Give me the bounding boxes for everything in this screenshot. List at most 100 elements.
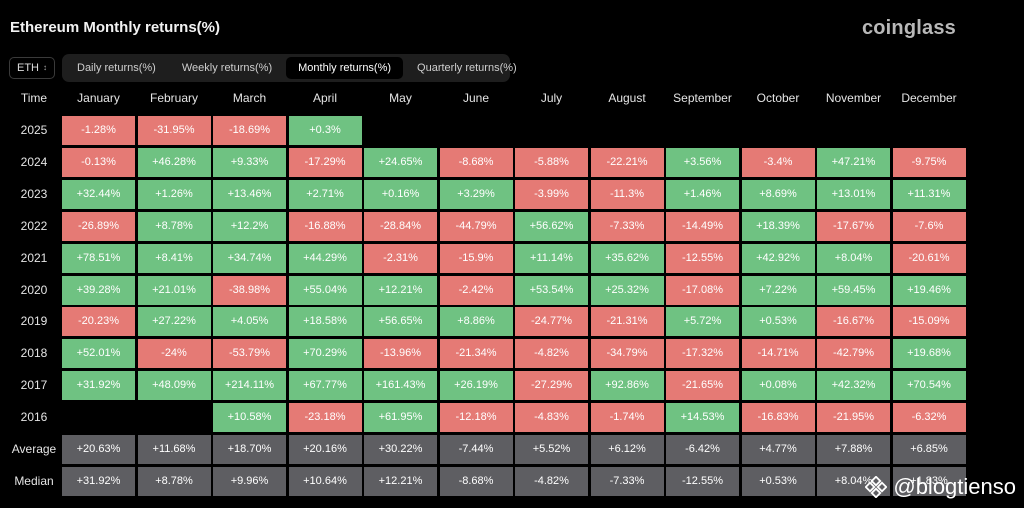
return-cell: +20.63% (62, 435, 135, 464)
header-month: August (608, 91, 646, 105)
row-label: 2022 (20, 218, 48, 233)
return-cell: +18.70% (213, 435, 286, 464)
tab-daily-returns[interactable]: Daily returns(%) (77, 62, 156, 74)
return-cell: +9.96% (213, 466, 286, 496)
chevron-updown-icon: ↕ (43, 63, 47, 72)
return-cell: -38.98% (213, 275, 286, 305)
empty-cell (893, 116, 966, 145)
return-cell: +10.64% (288, 466, 362, 496)
return-cell: +12.2% (213, 211, 286, 241)
return-cell: -2.31% (364, 243, 437, 273)
tab-monthly-returns[interactable]: Monthly returns(%) (286, 57, 404, 79)
year-row: 2018 +52.01% -24% -53.79% +70.29% -13.96% -21.… (0, 339, 1024, 369)
return-cell: +6.12% (590, 435, 664, 464)
return-cell: -7.33% (590, 466, 664, 496)
return-cell: -7.33% (590, 211, 664, 241)
header-month: February (149, 91, 199, 105)
return-cell: +44.29% (288, 243, 362, 273)
watermark: @blogtienso (865, 474, 1016, 500)
return-cell: +5.72% (666, 307, 739, 337)
row-label: Median (14, 473, 54, 488)
return-cell: -12.18% (439, 403, 513, 433)
return-cell: -16.88% (288, 211, 362, 241)
row-label: 2023 (20, 186, 48, 201)
row-label: 2019 (20, 314, 48, 329)
return-cell: +46.28% (137, 147, 211, 177)
asset-select-value: ETH (17, 62, 39, 74)
row-label: 2017 (20, 378, 48, 393)
return-cell: +53.54% (515, 275, 588, 305)
return-cell: +0.08% (741, 371, 815, 401)
return-cell: +27.22% (137, 307, 211, 337)
return-cell: +92.86% (590, 371, 664, 401)
return-cell: +25.32% (590, 275, 664, 305)
year-row: 2020 +39.28% +21.01% -38.98% +55.04% +12.21% -… (0, 275, 1024, 305)
return-cell: -22.21% (590, 147, 664, 177)
empty-cell (62, 403, 135, 432)
return-cell: +5.52% (515, 435, 588, 464)
return-cell: -6.42% (666, 435, 739, 464)
return-cell: +8.41% (137, 243, 211, 273)
header-month: January (77, 91, 120, 105)
return-cell: +0.53% (741, 466, 815, 496)
year-row: 2019 -20.23% +27.22% +4.05% +18.58% +56.65% +8… (0, 307, 1024, 337)
return-cell: +14.53% (666, 403, 739, 433)
return-cell: +48.09% (137, 371, 211, 401)
return-cell: +18.39% (741, 211, 815, 241)
return-cell: -42.79% (817, 339, 890, 369)
return-cell: -7.6% (892, 211, 966, 241)
return-cell: +0.53% (741, 307, 815, 337)
return-cell: +70.29% (288, 339, 362, 369)
empty-cell (591, 116, 664, 145)
return-cell: +0.3% (288, 116, 362, 145)
row-label: 2025 (20, 123, 48, 137)
return-cell: +1.83% (892, 466, 966, 496)
return-cell: +8.78% (137, 466, 211, 496)
return-cell: -1.74% (590, 403, 664, 433)
empty-cell (515, 116, 588, 145)
return-cell: -4.82% (515, 466, 588, 496)
return-cell: +39.28% (62, 275, 135, 305)
return-cell: -26.89% (62, 211, 135, 241)
return-cell: +26.19% (439, 371, 513, 401)
row-label: 2018 (20, 346, 48, 361)
summary-row: Median +31.92% +8.78% +9.96% +10.64% +12.21% -… (0, 466, 1024, 496)
return-cell: +20.16% (288, 435, 362, 464)
chart-title: Ethereum Monthly returns(%) (10, 19, 221, 36)
return-cell: -4.82% (515, 339, 588, 369)
tab-quarterly-returns[interactable]: Quarterly returns(%) (417, 62, 517, 74)
return-cell: +161.43% (364, 371, 437, 401)
return-cell: +67.77% (288, 371, 362, 401)
returns-period-tabs: Daily returns(%) Weekly returns(%) Month… (62, 54, 517, 82)
return-cell: -15.9% (439, 243, 513, 273)
return-cell: +78.51% (62, 243, 135, 273)
row-label: 2020 (20, 282, 48, 297)
summary-row: Average +20.63% +11.68% +18.70% +20.16% +30.2… (0, 435, 1024, 464)
return-cell: -8.68% (439, 466, 513, 496)
return-cell: -14.71% (741, 339, 815, 369)
return-cell: -17.29% (288, 147, 362, 177)
return-cell: -24% (137, 339, 211, 369)
return-cell: +56.65% (364, 307, 437, 337)
return-cell: -21.95% (817, 403, 890, 433)
return-cell: -14.49% (666, 211, 739, 241)
return-cell: +2.71% (288, 179, 362, 209)
binance-logo-icon (865, 476, 888, 498)
return-cell: +8.69% (741, 179, 815, 209)
return-cell: -17.08% (666, 275, 739, 305)
asset-select[interactable]: ETH ↕ (9, 57, 55, 79)
header-time: Time (20, 91, 48, 105)
tab-weekly-returns[interactable]: Weekly returns(%) (181, 62, 273, 74)
header-month: September (673, 91, 732, 105)
return-cell: +35.62% (590, 243, 664, 273)
return-cell: +59.45% (817, 275, 890, 305)
header-month: October (756, 91, 800, 105)
empty-cell (440, 116, 513, 145)
return-cell: +21.01% (137, 275, 211, 305)
return-cell: -4.83% (515, 403, 588, 433)
return-cell: -12.55% (666, 243, 739, 273)
return-cell: +8.86% (439, 307, 513, 337)
year-row: 2022 -26.89% +8.78% +12.2% -16.88% -28.84% -44… (0, 211, 1024, 241)
empty-cell (138, 403, 211, 432)
empty-cell (742, 116, 815, 145)
